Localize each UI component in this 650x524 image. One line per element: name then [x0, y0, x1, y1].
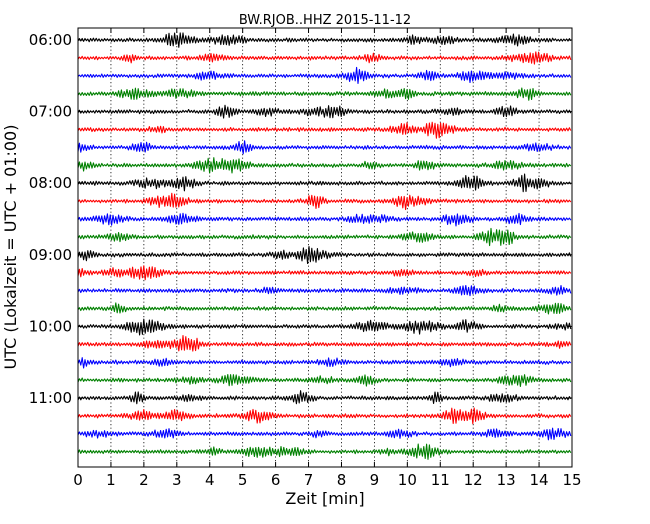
x-axis-label: Zeit [min]: [285, 489, 364, 508]
x-tick-label: 10: [398, 471, 417, 489]
y-tick-label: 10:00: [29, 317, 72, 335]
seismogram-trace: [77, 407, 572, 425]
seismogram-trace: [77, 265, 572, 281]
seismogram-trace: [77, 87, 572, 101]
seismogram-trace: [77, 390, 572, 405]
seismogram-trace: [77, 357, 572, 369]
x-tick-label: 4: [205, 471, 215, 489]
x-tick-label: 15: [562, 471, 581, 489]
trace-layer: [77, 32, 572, 460]
x-tick-label: 12: [464, 471, 483, 489]
seismogram-trace: [77, 374, 572, 388]
seismogram-trace: [77, 443, 572, 460]
x-tick-label: 2: [139, 471, 149, 489]
y-tick-label: 06:00: [29, 31, 72, 49]
x-tick-label: 3: [172, 471, 182, 489]
seismogram-trace: [77, 51, 572, 65]
x-tick-label: 13: [497, 471, 516, 489]
seismogram-trace: [77, 66, 572, 85]
y-tick-label: 09:00: [29, 246, 72, 264]
grid-layer: [110, 28, 540, 467]
tick-layer: [77, 28, 573, 467]
x-tick-label: 7: [304, 471, 314, 489]
seismogram-trace: [77, 173, 572, 193]
x-tick-label: 9: [370, 471, 380, 489]
seismogram-trace: [77, 318, 572, 336]
x-tick-label: 0: [73, 471, 83, 489]
label-layer: 0 1 2 3 4 5 6 7 8 9 10 11 12 13 14 1506:0007:0008:0009:…: [29, 31, 582, 489]
seismogram-trace: [77, 157, 572, 174]
y-tick-label: 07:00: [29, 103, 72, 121]
x-tick-label: 14: [530, 471, 549, 489]
chart-title: BW.RJOB..HHZ 2015-11-12: [239, 13, 411, 28]
seismogram-trace: [77, 335, 572, 352]
y-tick-label: 11:00: [29, 389, 72, 407]
seismogram-trace: [77, 427, 572, 441]
seismogram-trace: [77, 212, 572, 227]
seismogram-trace: [77, 227, 572, 247]
seismogram-trace: [77, 121, 572, 139]
seismogram-trace: [77, 140, 572, 155]
x-tick-label: 8: [337, 471, 347, 489]
seismogram-trace: [77, 192, 572, 211]
x-tick-label: 11: [431, 471, 450, 489]
x-tick-label: 6: [271, 471, 281, 489]
seismogram-trace: [77, 245, 572, 265]
y-tick-label: 08:00: [29, 174, 72, 192]
seismogram-trace: [77, 284, 572, 297]
x-tick-label: 5: [238, 471, 248, 489]
seismogram-trace: [77, 104, 572, 119]
seismogram-trace: [77, 32, 572, 48]
y-axis-label: UTC (Lokalzeit = UTC + 01:00): [1, 125, 20, 370]
seismogram-trace: [77, 302, 572, 315]
x-tick-label: 1: [106, 471, 116, 489]
plot-frame: [77, 27, 573, 468]
